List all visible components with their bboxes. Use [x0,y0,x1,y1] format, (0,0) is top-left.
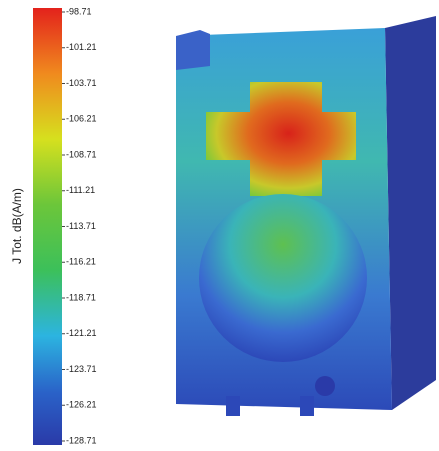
tick-label: -108.71 [66,149,97,159]
hole [315,376,335,396]
tick-label: -121.21 [66,328,97,338]
colorbar [33,8,62,445]
colorbar-label: J Tot. dB(A/m) [10,188,24,264]
notch [176,30,210,70]
tick-label: -128.71 [66,435,97,445]
page: J Tot. dB(A/m) -98.71 -101.21 -103.71 -106.… [0,0,439,451]
tick-label: -123.71 [66,364,97,374]
tick-label: -116.21 [66,257,96,267]
model [176,16,436,416]
tab [300,396,314,416]
tick-label: -98.71 [66,6,92,16]
tick-label: -126.21 [66,400,97,410]
tick-label: -103.71 [66,78,97,88]
tick-label: -101.21 [66,42,97,52]
field-plot: J Tot. dB(A/m) -98.71 -101.21 -103.71 -106.… [0,0,439,451]
tick-label: -113.71 [66,221,96,231]
tick-label: -106.21 [66,114,97,124]
circular-port [199,194,367,362]
right-face [385,16,436,410]
tick-label: -111.21 [66,185,95,195]
tab [226,396,240,416]
tick-label: -118.71 [66,292,96,302]
